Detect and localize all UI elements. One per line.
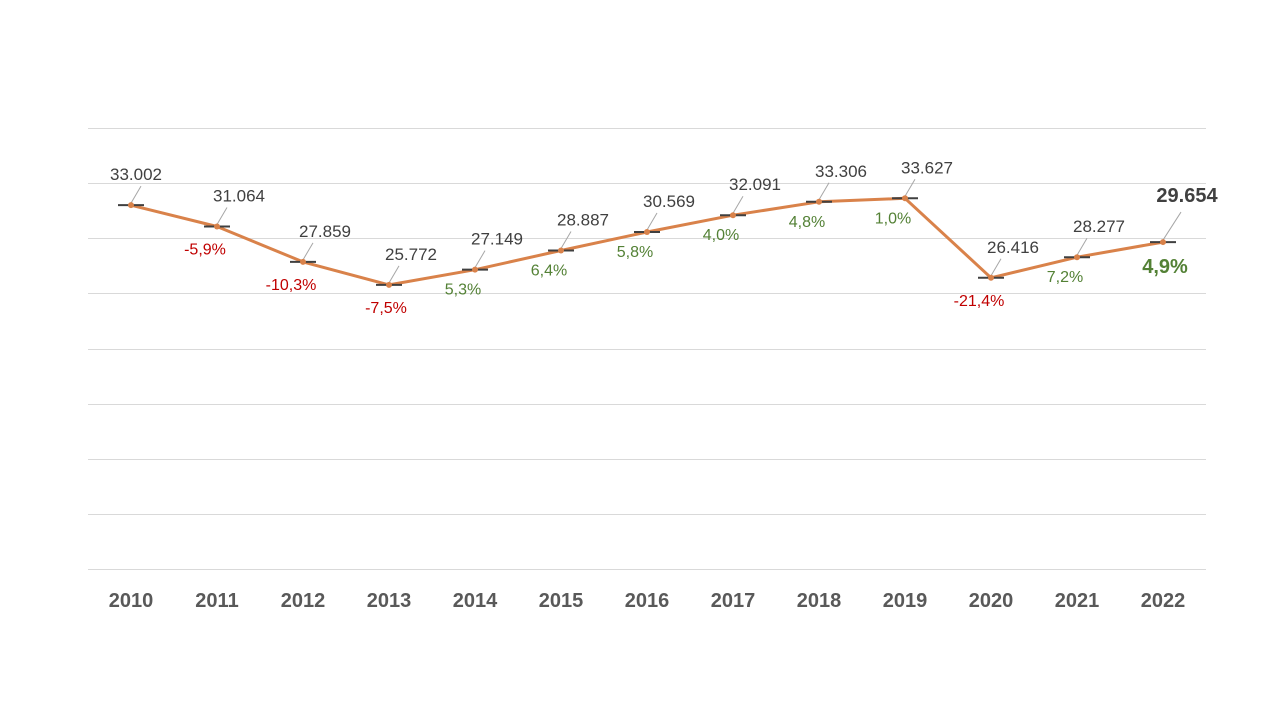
percent-change-label: -5,9% bbox=[184, 242, 226, 259]
value-leader-line bbox=[474, 250, 486, 268]
x-tick-label: 2013 bbox=[367, 590, 412, 612]
x-tick-label: 2011 bbox=[195, 590, 238, 612]
data-point-dot bbox=[644, 228, 650, 235]
value-label: 33.627 bbox=[901, 158, 953, 177]
percent-change-label: 4,9% bbox=[1142, 256, 1188, 278]
value-leader-line bbox=[560, 231, 572, 249]
x-tick-label: 2010 bbox=[109, 590, 154, 612]
percent-change-labels: -5,9% -10,3% -7,5% 5,3% 6,4% 5,8% 4,0% 4,8% 1,0%… bbox=[184, 210, 1188, 317]
data-point-dot bbox=[472, 266, 478, 273]
percent-change-label: 4,8% bbox=[789, 214, 825, 231]
percent-change-label: 1,0% bbox=[875, 210, 911, 227]
percent-change-label: 4,0% bbox=[703, 227, 739, 244]
value-label: 32.091 bbox=[729, 175, 781, 194]
x-tick-label: 2014 bbox=[453, 590, 498, 612]
value-label: 31.064 bbox=[213, 187, 265, 206]
data-point-dot bbox=[1160, 239, 1166, 246]
value-leader-line bbox=[818, 182, 830, 201]
data-point bbox=[806, 198, 832, 205]
value-label: 30.569 bbox=[643, 192, 695, 211]
value-label: 28.887 bbox=[557, 211, 609, 230]
x-tick-label: 2015 bbox=[539, 590, 584, 612]
gridlines bbox=[88, 128, 1206, 570]
data-point bbox=[548, 247, 574, 254]
value-label: 27.859 bbox=[299, 222, 351, 241]
data-point-dot bbox=[902, 195, 908, 202]
value-labels: 33.002 31.064 27.859 25.772 27.149 28.887 30.5… bbox=[110, 158, 1218, 264]
value-leader-line bbox=[646, 212, 658, 231]
value-label: 27.149 bbox=[471, 230, 523, 249]
data-point bbox=[978, 274, 1004, 281]
data-point-dot bbox=[128, 202, 134, 209]
value-label: 33.002 bbox=[110, 165, 162, 184]
label-leader-lines bbox=[130, 179, 1182, 284]
data-point bbox=[290, 258, 316, 265]
data-point bbox=[376, 281, 402, 288]
percent-change-label: 5,8% bbox=[617, 244, 653, 261]
value-leader-line bbox=[216, 207, 228, 225]
data-point bbox=[634, 228, 660, 235]
value-leader-line bbox=[388, 265, 400, 284]
x-tick-label: 2021 bbox=[1055, 590, 1100, 612]
percent-change-label: 6,4% bbox=[531, 263, 567, 280]
data-point bbox=[1064, 254, 1090, 261]
value-leader-line bbox=[732, 195, 744, 214]
x-axis: 2010 2011 2012 2013 2014 2015 2016 2017 2018 2019… bbox=[109, 590, 1186, 612]
value-label: 25.772 bbox=[385, 245, 437, 264]
percent-change-label: 7,2% bbox=[1047, 269, 1083, 286]
value-leader-line bbox=[990, 258, 1002, 277]
data-point-dot bbox=[988, 274, 994, 281]
data-point bbox=[462, 266, 488, 273]
x-tick-label: 2018 bbox=[797, 590, 842, 612]
data-point bbox=[720, 212, 746, 219]
data-point bbox=[1150, 239, 1176, 246]
value-label: 33.306 bbox=[815, 162, 867, 181]
data-point-dot bbox=[1074, 254, 1080, 261]
data-point bbox=[204, 223, 230, 230]
x-tick-label: 2022 bbox=[1141, 590, 1186, 612]
value-leader-line bbox=[302, 242, 314, 261]
data-point-dot bbox=[558, 247, 564, 254]
data-point bbox=[118, 202, 144, 209]
data-point bbox=[892, 195, 918, 202]
data-point-dot bbox=[300, 258, 306, 265]
data-point-dot bbox=[730, 212, 736, 219]
value-label: 26.416 bbox=[987, 238, 1039, 257]
value-leader-line bbox=[1162, 211, 1182, 241]
percent-change-label: -7,5% bbox=[365, 300, 407, 317]
value-label: 29.654 bbox=[1156, 185, 1218, 207]
value-leader-line bbox=[1076, 237, 1088, 256]
data-point-dot bbox=[214, 223, 220, 230]
data-point-dot bbox=[816, 198, 822, 205]
x-tick-label: 2012 bbox=[281, 590, 326, 612]
data-point-dot bbox=[386, 281, 392, 288]
value-leader-line bbox=[130, 185, 142, 204]
value-label: 28.277 bbox=[1073, 217, 1125, 236]
x-tick-label: 2017 bbox=[711, 590, 756, 612]
x-tick-label: 2016 bbox=[625, 590, 670, 612]
percent-change-label: -10,3% bbox=[266, 277, 317, 294]
x-tick-label: 2019 bbox=[883, 590, 928, 612]
data-markers bbox=[118, 195, 1176, 288]
percent-change-label: 5,3% bbox=[445, 282, 481, 299]
percent-change-label: -21,4% bbox=[954, 293, 1005, 310]
x-tick-label: 2020 bbox=[969, 590, 1014, 612]
value-leader-line bbox=[904, 179, 916, 197]
